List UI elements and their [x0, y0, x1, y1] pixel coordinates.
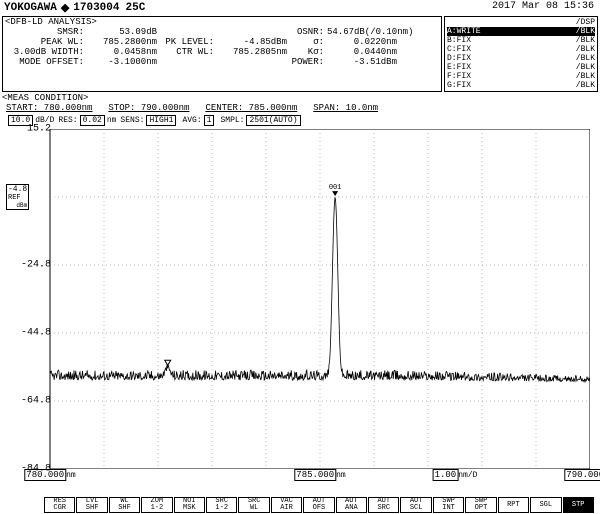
- softkey-noi[interactable]: NOIMSK: [174, 497, 205, 513]
- trace-panel: /DSPA:WRITE/BLKB:FIX/BLKC:FIX/BLKD:FIX/B…: [444, 16, 598, 92]
- meas-title: <MEAS CONDITION>: [2, 93, 598, 103]
- softkey-swp[interactable]: SWPINT: [433, 497, 464, 513]
- softkey-aut[interactable]: AUTSCL: [400, 497, 431, 513]
- sensitivity[interactable]: HIGH1: [146, 115, 176, 126]
- meas-start: START: 780.000nm: [6, 103, 100, 113]
- softkey-zom[interactable]: ZOM1-2: [141, 497, 172, 513]
- settings-row: 10.0dB/D RES:0.02nm SENS:HIGH1 AVG:1 SMP…: [0, 114, 600, 127]
- softkey-res[interactable]: RESCGR: [44, 497, 75, 513]
- x-axis: 780.000nm785.000nm1.00nm/D790.000nm: [6, 469, 594, 483]
- meas-center: CENTER: 785.000nm: [205, 103, 305, 113]
- softkey-vac[interactable]: VACAIR: [271, 497, 302, 513]
- analysis-title: <DFB-LD ANALYSIS>: [3, 17, 441, 27]
- ref-level: -4.8REFdBm: [6, 184, 29, 210]
- sample[interactable]: 2501(AUTO): [246, 115, 300, 126]
- svg-text:001: 001: [329, 184, 342, 192]
- softkey-stp[interactable]: STP: [563, 497, 594, 513]
- softkey-sgl[interactable]: SGL: [530, 497, 561, 513]
- softkey-aut[interactable]: AUTSRC: [368, 497, 399, 513]
- average[interactable]: 1: [204, 115, 215, 126]
- diamond-icon: ◆: [61, 1, 69, 15]
- softkey-row: RESCGRLVLSHFWLSHFZOM1-2NOIMSKSRC1-2SRCWL…: [44, 497, 594, 513]
- softkey-wl[interactable]: WLSHF: [109, 497, 140, 513]
- softkey-lvl[interactable]: LVLSHF: [76, 497, 107, 513]
- meas-stop: STOP: 790.000nm: [108, 103, 197, 113]
- meas-condition: <MEAS CONDITION> START: 780.000nm STOP: …: [2, 93, 598, 113]
- softkey-src[interactable]: SRC1-2: [206, 497, 237, 513]
- brand: YOKOGAWA: [4, 2, 57, 14]
- meas-span: SPAN: 10.0nm: [313, 103, 386, 113]
- spectrum-chart: 15.2-24.8-44.8-64.8-84.8-4.8REFdBm 001: [6, 129, 594, 469]
- softkey-src[interactable]: SRCWL: [238, 497, 269, 513]
- analysis-panel: <DFB-LD ANALYSIS> SMSR:53.09dBOSNR:54.67…: [2, 16, 442, 92]
- device-id: 1703004: [73, 2, 119, 14]
- softkey-rpt[interactable]: RPT: [498, 497, 529, 513]
- softkey-swp[interactable]: SWPOPT: [465, 497, 496, 513]
- softkey-aut[interactable]: AUTOFS: [303, 497, 334, 513]
- softkey-aut[interactable]: AUTANA: [336, 497, 367, 513]
- resolution[interactable]: 0.02: [80, 115, 105, 126]
- temperature: 25C: [126, 2, 146, 14]
- timestamp: 2017 Mar 08 15:36: [492, 1, 594, 12]
